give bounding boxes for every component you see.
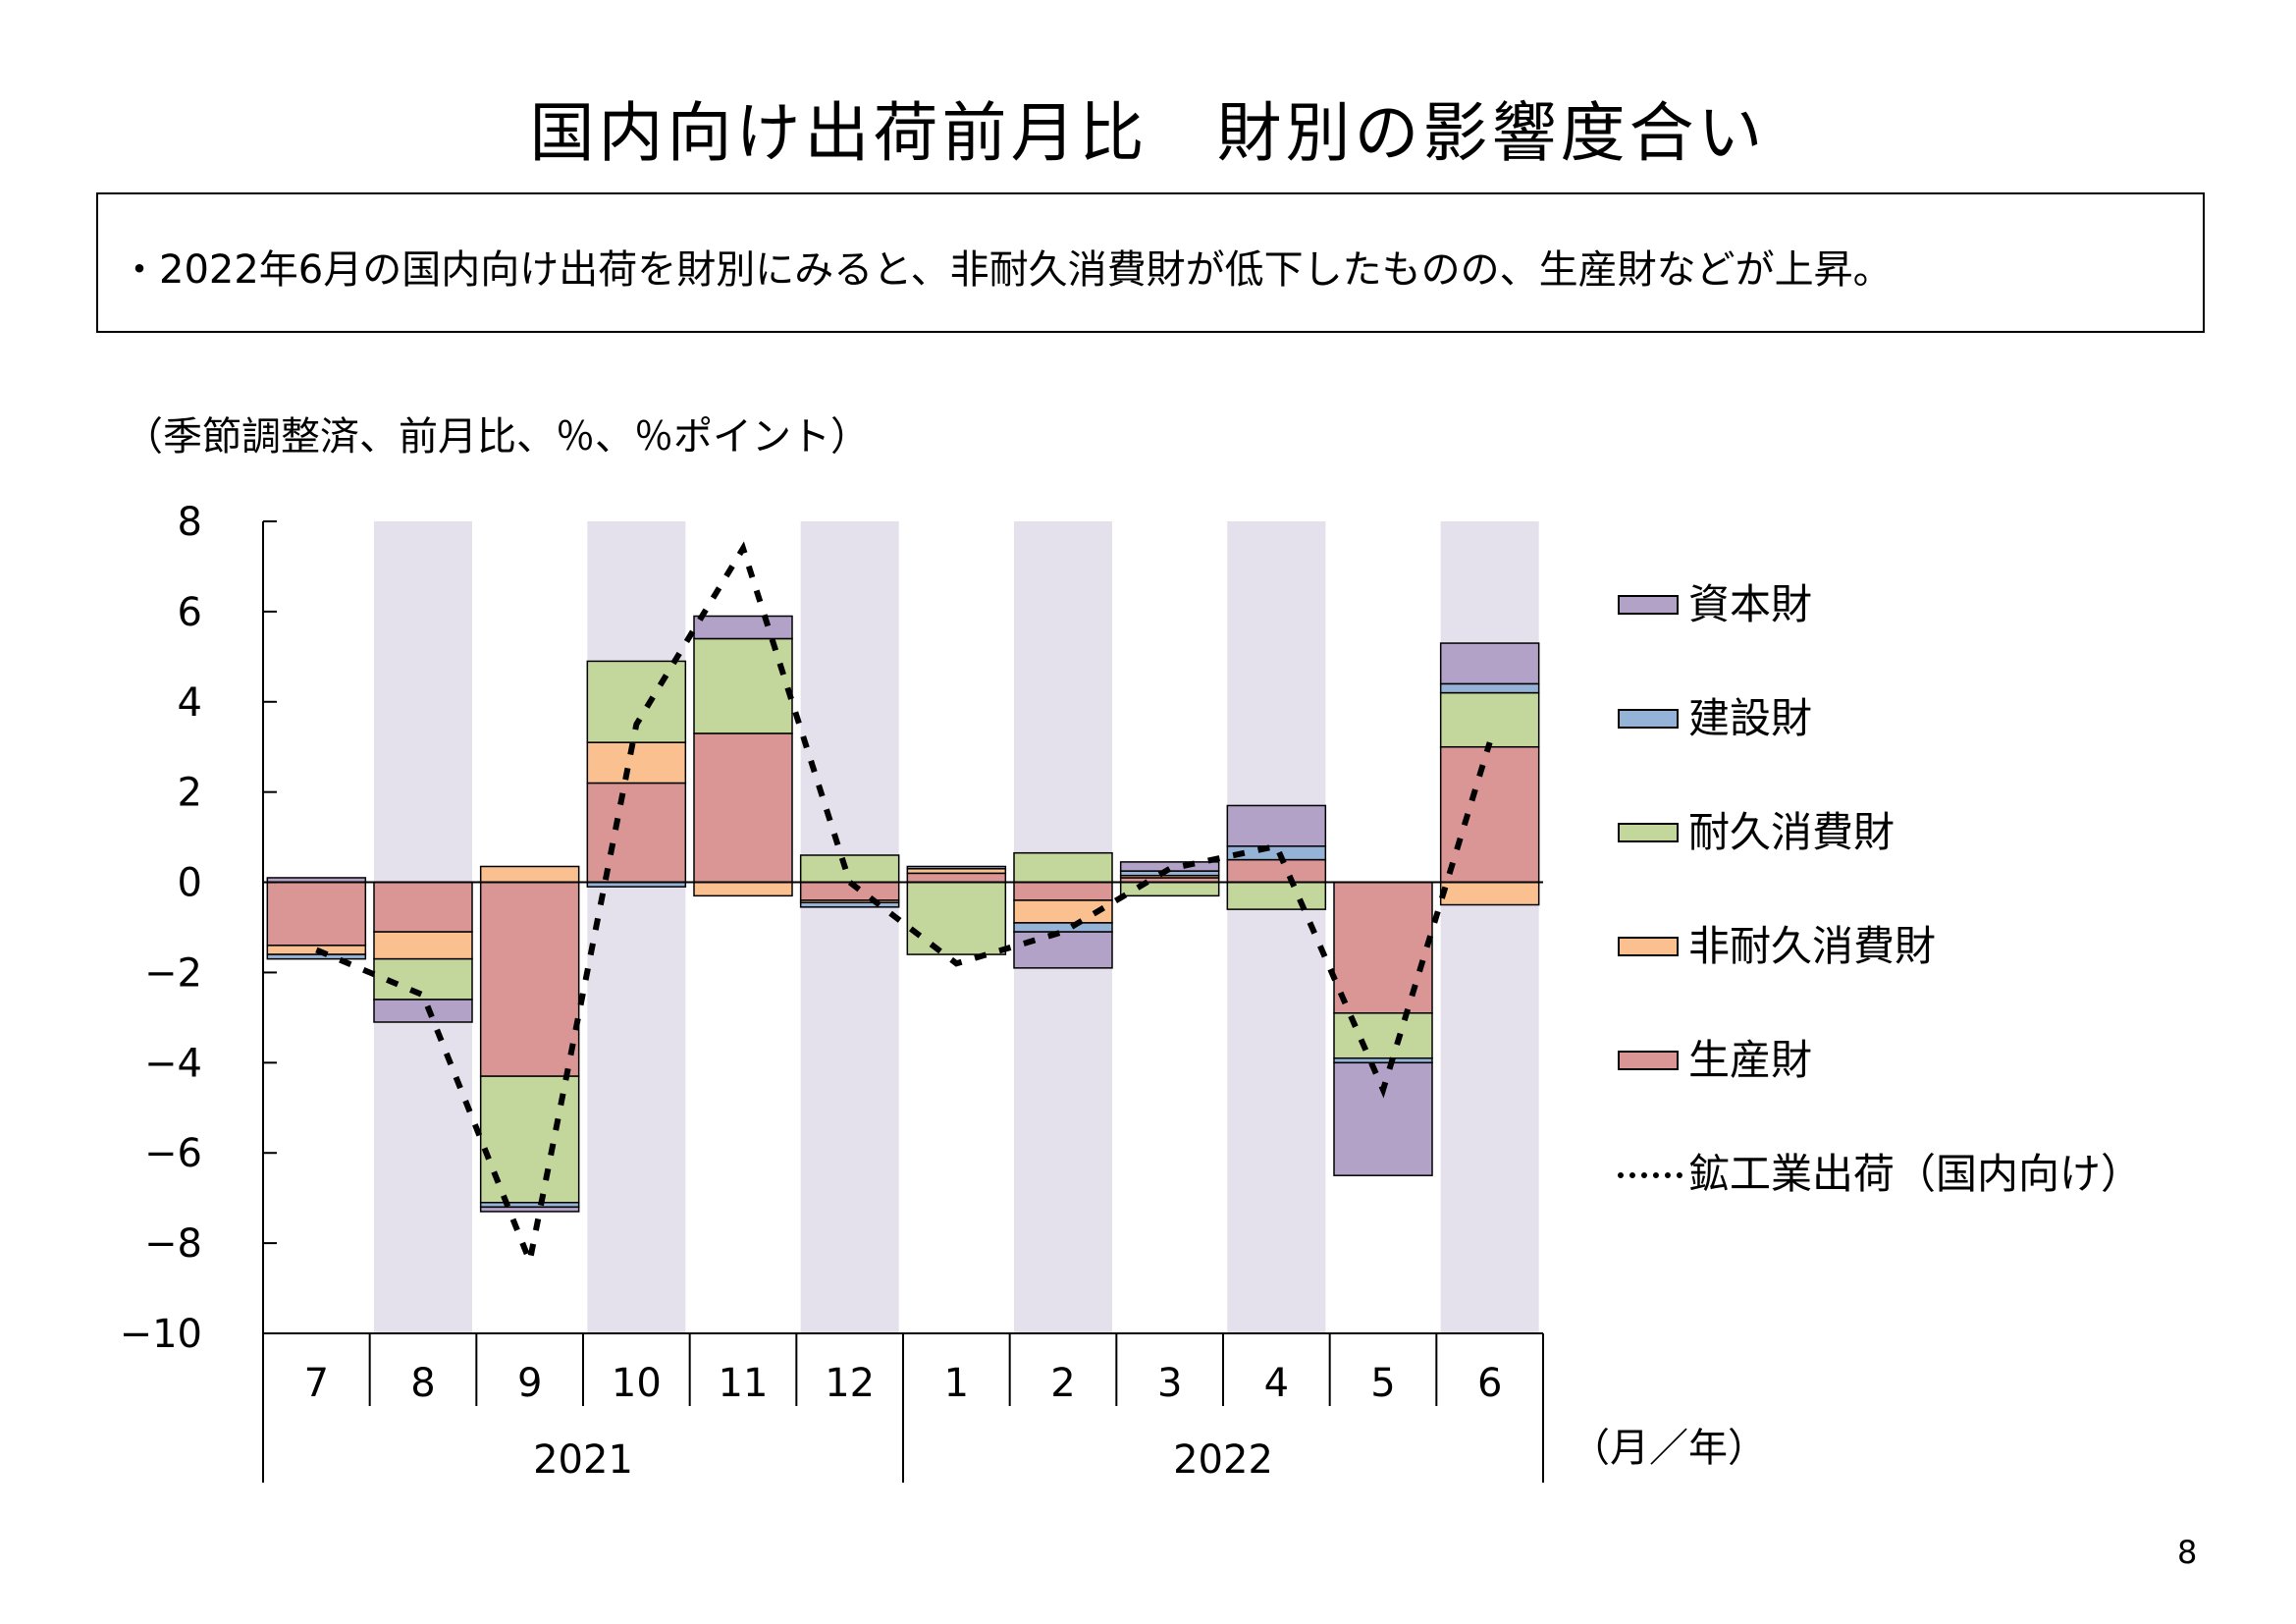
bar-segment [1439, 881, 1540, 906]
shade-band [587, 521, 686, 1333]
y-tick-label: −10 [120, 1312, 202, 1357]
axes [262, 520, 1544, 1483]
bar-segment [693, 637, 793, 734]
legend-swatch [1618, 823, 1679, 842]
bar-segment [1013, 881, 1113, 901]
legend-line-marker [1618, 1172, 1682, 1178]
y-tick-label: 6 [178, 590, 202, 635]
bar-segment [479, 881, 580, 1077]
y-tick-label: 2 [178, 771, 202, 816]
bar-segment [1013, 851, 1113, 884]
bar-segment [799, 901, 900, 908]
summary-text: ・2022年6月の国内向け出荷を財別にみると、非耐久消費財が低下したものの、生産… [120, 247, 1893, 293]
y-tick-label: 8 [178, 500, 202, 545]
bar-segment [373, 931, 473, 960]
bar-segment [1439, 745, 1540, 884]
page-number: 8 [2177, 1534, 2198, 1571]
x-tick-label: 8 [410, 1361, 435, 1406]
bar-segment [1226, 858, 1327, 884]
bar-segment [1013, 922, 1113, 933]
x-group-label: 2022 [1173, 1437, 1273, 1483]
bar-segment [1119, 881, 1220, 897]
y-tick-label: −8 [144, 1221, 202, 1267]
x-tick-label: 3 [1157, 1361, 1182, 1406]
bar-segment [266, 881, 367, 947]
bar-segment [1333, 1012, 1433, 1059]
bar-segment [373, 881, 473, 933]
y-tick-label: −4 [144, 1041, 202, 1086]
legend-label: 耐久消費財 [1688, 808, 1896, 856]
x-tick-label: 1 [944, 1361, 969, 1406]
bar-segment [693, 615, 793, 640]
bar-segment [266, 953, 367, 960]
y-tick-label: 4 [178, 680, 202, 726]
y-tick-label: −2 [144, 950, 202, 996]
legend-swatch [1618, 1051, 1679, 1070]
x-tick-label: 6 [1477, 1361, 1502, 1406]
x-group-label: 2021 [533, 1437, 633, 1483]
bar-segment [1439, 642, 1540, 685]
bar-stacks [266, 615, 1540, 1213]
bar-segment [1439, 691, 1540, 748]
bar-segment [373, 999, 473, 1023]
x-tick-label: 10 [612, 1361, 662, 1406]
x-tick-label: 2 [1050, 1361, 1075, 1406]
x-unit-label: （月／年） [1571, 1426, 1767, 1471]
x-tick-label: 7 [304, 1361, 329, 1406]
bar-segment [693, 881, 793, 897]
bar-segment [586, 741, 687, 785]
legend-swatch [1618, 709, 1679, 729]
bar-segment [1226, 881, 1327, 910]
x-tick-label: 5 [1370, 1361, 1395, 1406]
legend-label: 生産財 [1688, 1036, 1813, 1084]
legend-swatch [1618, 937, 1679, 956]
bar-segment [1333, 1061, 1433, 1176]
bar-segment [1439, 682, 1540, 694]
legend-label: 非耐久消費財 [1688, 922, 1937, 970]
bar-segment [1013, 931, 1113, 969]
bar-segment [479, 865, 580, 884]
legend-label: 建設財 [1688, 694, 1813, 742]
x-tick-label: 11 [719, 1361, 769, 1406]
bar-segment [586, 782, 687, 884]
bar-segment [1333, 881, 1433, 1014]
shade-band [800, 521, 899, 1333]
bar-segment [586, 660, 687, 743]
bar-segment [906, 881, 1007, 955]
legend-swatch [1618, 595, 1679, 615]
bar-segment [906, 865, 1007, 870]
page-title: 国内向け出荷前月比 財別の影響度合い [529, 95, 1767, 171]
y-tick-label: −6 [144, 1131, 202, 1176]
x-tick-label: 12 [825, 1361, 875, 1406]
summary-box: ・2022年6月の国内向け出荷を財別にみると、非耐久消費財が低下したものの、生産… [96, 192, 2205, 333]
x-tick-label: 9 [517, 1361, 542, 1406]
bar-segment [693, 732, 793, 884]
bar-segment [479, 1206, 580, 1213]
legend-label: 鉱工業出荷（国内向け） [1688, 1150, 2143, 1198]
bar-segment [906, 872, 1007, 884]
x-tick-label: 4 [1264, 1361, 1289, 1406]
legend-label: 資本財 [1688, 580, 1813, 628]
bar-segment [1226, 804, 1327, 847]
chart-units-note: （季節調整済、前月比、％、％ポイント） [124, 414, 870, 460]
y-tick-label: 0 [178, 861, 202, 906]
bar-segment [799, 854, 900, 884]
